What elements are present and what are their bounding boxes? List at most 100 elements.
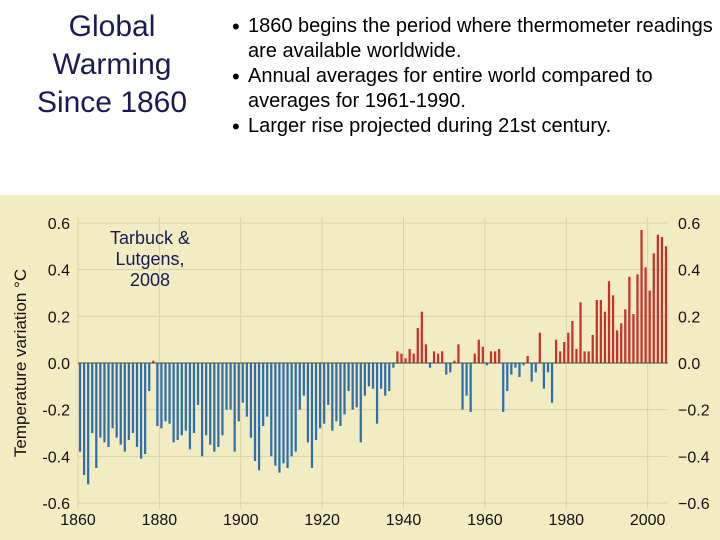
bar bbox=[294, 363, 297, 452]
bar bbox=[111, 363, 114, 429]
bar bbox=[176, 363, 179, 440]
bar bbox=[335, 363, 338, 422]
bar bbox=[567, 332, 570, 363]
bullet-text: Larger rise projected during 21st centur… bbox=[248, 115, 612, 137]
bar bbox=[343, 363, 346, 415]
x-tick-label: 1880 bbox=[142, 512, 178, 529]
bar bbox=[392, 363, 395, 368]
bar bbox=[286, 363, 289, 468]
y-tick-label-right: 0.4 bbox=[678, 263, 700, 280]
bar bbox=[445, 363, 448, 375]
bar bbox=[510, 363, 513, 375]
bar bbox=[493, 351, 497, 363]
bar bbox=[424, 344, 428, 363]
bar bbox=[241, 363, 244, 403]
bar bbox=[583, 351, 586, 363]
y-tick-label-right: −0.6 bbox=[678, 496, 710, 513]
x-tick-label: 2000 bbox=[630, 512, 666, 529]
bar bbox=[359, 363, 362, 443]
bar bbox=[363, 363, 366, 396]
bar bbox=[262, 363, 265, 426]
x-tick-label: 1960 bbox=[467, 512, 503, 529]
bar bbox=[306, 363, 310, 443]
bar bbox=[502, 363, 505, 412]
bullet-item: • Larger rise projected during 21st centu… bbox=[226, 114, 716, 139]
bullet-text: 1860 begins the period where thermometer… bbox=[248, 15, 713, 62]
bar bbox=[489, 351, 493, 363]
bullet-item: • Annual averages for entire world compar… bbox=[226, 64, 716, 114]
bar bbox=[257, 363, 261, 471]
bar bbox=[180, 363, 183, 436]
bar bbox=[221, 363, 224, 436]
y-tick-label-left: -0.4 bbox=[42, 449, 70, 466]
bar bbox=[465, 363, 468, 396]
y-tick-label-right: 0.2 bbox=[678, 309, 700, 326]
bar bbox=[139, 363, 143, 459]
bar bbox=[314, 363, 318, 440]
bullet-item: • 1860 begins the period where thermomete… bbox=[226, 14, 716, 64]
bar bbox=[229, 363, 232, 410]
source-credit: Tarbuck & Lutgens, 2008 bbox=[100, 228, 200, 291]
bar bbox=[538, 332, 541, 363]
bar bbox=[249, 363, 253, 438]
bar bbox=[400, 353, 403, 363]
bar bbox=[217, 363, 220, 447]
bar bbox=[416, 328, 419, 363]
bar bbox=[644, 267, 647, 363]
bar bbox=[339, 363, 342, 426]
bar bbox=[506, 363, 509, 391]
bar bbox=[457, 344, 460, 363]
bar bbox=[603, 311, 607, 363]
temperature-chart-svg: 1860 1880 1900 1920 1940 1960 1980 2000 0.6 0.6 0.… bbox=[0, 195, 720, 540]
bar bbox=[648, 290, 651, 363]
bar bbox=[323, 363, 326, 424]
x-tick-label: 1920 bbox=[304, 512, 340, 529]
bar bbox=[542, 363, 546, 389]
bar bbox=[412, 353, 415, 363]
bar bbox=[579, 302, 582, 363]
bar bbox=[131, 363, 135, 433]
bar bbox=[546, 363, 550, 373]
bar bbox=[119, 363, 122, 445]
bar bbox=[148, 363, 151, 391]
slide-title: Global Warming Since 1860 bbox=[12, 8, 212, 122]
x-tick-label: 1900 bbox=[223, 512, 259, 529]
bar bbox=[115, 363, 118, 438]
bar bbox=[449, 363, 452, 373]
credit-line: Tarbuck & bbox=[109, 228, 191, 248]
bar bbox=[127, 363, 130, 440]
bar bbox=[628, 276, 631, 363]
bar bbox=[331, 363, 334, 431]
bar bbox=[384, 363, 387, 396]
bar bbox=[420, 311, 423, 363]
bar bbox=[164, 363, 167, 422]
bar bbox=[550, 363, 554, 403]
bar bbox=[611, 295, 615, 363]
credit-line: Lutgens, bbox=[115, 249, 185, 269]
bar bbox=[481, 346, 484, 363]
bar bbox=[290, 363, 293, 457]
y-tick-label-left: 0.2 bbox=[48, 309, 70, 326]
bar bbox=[355, 363, 358, 408]
x-tick-label: 1940 bbox=[386, 512, 422, 529]
bar bbox=[245, 363, 248, 417]
bar bbox=[266, 363, 269, 417]
bar bbox=[404, 358, 407, 363]
y-tick-label-left: -0.2 bbox=[42, 403, 70, 420]
bar bbox=[534, 363, 537, 373]
bar bbox=[436, 353, 440, 363]
bar bbox=[347, 363, 350, 391]
bar bbox=[441, 351, 444, 363]
slide-title-line: Warming bbox=[52, 48, 172, 81]
bar bbox=[298, 363, 301, 410]
bar bbox=[607, 281, 611, 363]
bar bbox=[209, 363, 212, 445]
bar bbox=[351, 363, 354, 410]
bar bbox=[237, 363, 240, 422]
bar bbox=[184, 363, 187, 431]
bar bbox=[302, 363, 305, 396]
bar bbox=[278, 363, 281, 473]
slide-title-line: Since 1860 bbox=[36, 86, 188, 119]
bar bbox=[640, 230, 643, 363]
bar bbox=[91, 363, 94, 433]
